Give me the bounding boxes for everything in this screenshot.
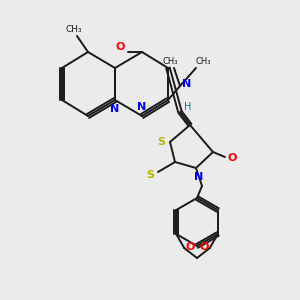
Text: S: S <box>146 170 154 180</box>
Text: O: O <box>185 242 195 252</box>
Text: H: H <box>184 102 192 112</box>
Text: N: N <box>194 172 204 182</box>
Text: N: N <box>110 104 120 114</box>
Text: N: N <box>137 102 147 112</box>
Text: CH₃: CH₃ <box>195 56 211 65</box>
Text: O: O <box>115 42 125 52</box>
Text: CH₃: CH₃ <box>66 25 82 34</box>
Text: O: O <box>227 153 237 163</box>
Text: N: N <box>182 79 192 89</box>
Text: S: S <box>157 137 165 147</box>
Text: O: O <box>199 242 208 252</box>
Text: CH₃: CH₃ <box>162 56 178 65</box>
